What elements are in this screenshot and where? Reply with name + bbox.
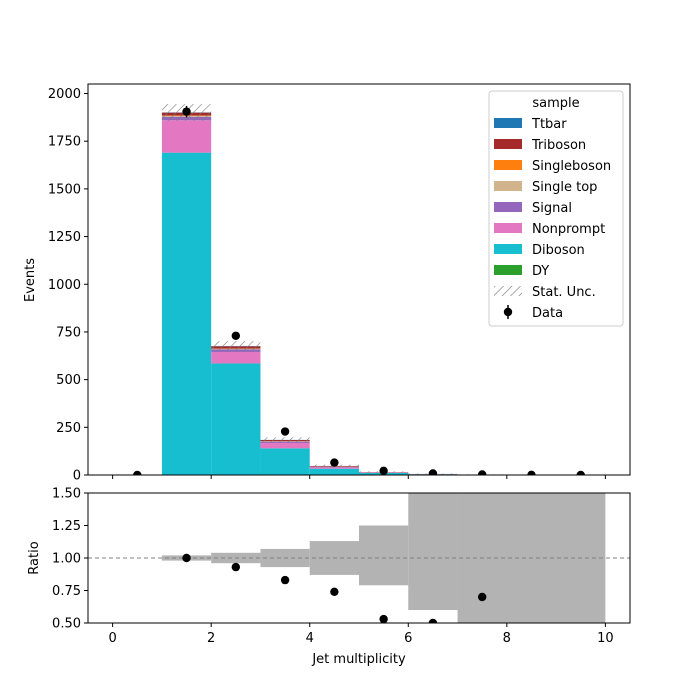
data-point-4 (330, 458, 339, 467)
legend-swatch (494, 160, 522, 170)
legend-label: Stat. Unc. (532, 285, 596, 300)
legend-label: Single top (532, 180, 597, 195)
ratio-ytick-label: 0.75 (52, 584, 81, 599)
legend-item-triboson: Triboson (494, 138, 586, 153)
ratio-xtick-label: 2 (207, 631, 215, 646)
legend: sample Ttbar Triboson Singleboson Single to… (488, 90, 624, 327)
data-point-0 (133, 470, 142, 475)
legend-item-data: Data (503, 305, 563, 321)
bar-diboson-bin-0 (161, 152, 212, 475)
x-axis-label: Jet multiplicity (311, 652, 406, 667)
ratio-point-2 (280, 575, 290, 585)
main-panel: 0 250 500 750 1000 1250 1500 1750 2000 Events (23, 83, 631, 484)
legend-label: DY (532, 264, 549, 279)
bar-diboson-bin-2 (260, 448, 310, 475)
main-ytick-label: 500 (56, 373, 81, 388)
legend-swatch (494, 139, 522, 149)
main-ytick-label: 1250 (48, 230, 81, 245)
legend-swatch (494, 223, 522, 233)
ratio-xtick-label: 8 (503, 631, 511, 646)
ratio-point-5 (428, 618, 438, 623)
legend-swatch (494, 181, 522, 191)
legend-label: Ttbar (531, 117, 567, 132)
legend-item-diboson: Diboson (494, 243, 585, 258)
legend-title: sample (532, 96, 579, 111)
ratio-ytick-label: 1.00 (52, 552, 81, 567)
legend-item-ttbar: Ttbar (494, 117, 567, 132)
main-y-axis-label: Events (23, 258, 38, 302)
legend-label: Nonprompt (532, 222, 605, 237)
main-ytick-label: 250 (56, 421, 81, 436)
bar-diboson-bin-3 (309, 468, 359, 475)
ratio-point-3 (330, 587, 339, 596)
main-axes-frame (87, 83, 631, 476)
data-point-7 (477, 470, 487, 475)
bar-nonprompt-bin-1 (211, 351, 261, 364)
legend-item-stat-unc-: Stat. Unc. (494, 285, 596, 300)
legend-frame (488, 90, 624, 327)
stat-unc-band-bin-1 (211, 341, 261, 352)
ratio-unc-band-5 (408, 493, 458, 610)
bar-nonprompt-bin-0 (161, 120, 212, 153)
legend-marker (503, 307, 513, 317)
data-point-6 (428, 469, 438, 475)
legend-label: Diboson (532, 243, 585, 258)
legend-swatch (494, 202, 522, 212)
legend-item-dy: DY (494, 264, 549, 279)
ratio-point-0 (182, 553, 191, 563)
bar-diboson-bin-1 (211, 363, 261, 475)
ratio-y-axis-label: Ratio (27, 541, 42, 574)
data-point-1 (182, 107, 191, 116)
ratio-xtick-label: 10 (597, 631, 614, 646)
main-ytick-label: 0 (73, 469, 81, 484)
legend-label: Singleboson (532, 159, 611, 174)
data-point-9 (576, 470, 585, 475)
ratio-ytick-label: 0.50 (52, 617, 81, 632)
legend-swatch (494, 286, 522, 296)
legend-swatch (494, 118, 522, 128)
data-point-2 (231, 331, 241, 340)
legend-label: Signal (532, 201, 572, 216)
bar-nonprompt-bin-3 (309, 467, 359, 469)
ratio-point-1 (231, 562, 241, 572)
legend-item-nonprompt: Nonprompt (494, 222, 605, 237)
legend-item-single-top: Single top (494, 180, 597, 195)
main-ytick-label: 1750 (48, 135, 81, 150)
legend-label: Triboson (531, 138, 586, 153)
data-point-3 (280, 427, 290, 436)
main-ytick-label: 2000 (48, 87, 81, 102)
ratio-point-6 (477, 592, 487, 602)
ratio-unc-band-4 (359, 525, 409, 586)
main-ytick-label: 1000 (48, 278, 81, 293)
legend-item-singleboson: Singleboson (494, 159, 611, 174)
ratio-xtick-label: 6 (404, 631, 412, 646)
ratio-panel: 0.50 0.75 1.00 1.25 1.50 0 2 4 6 8 10 Ratio Jet m… (27, 487, 631, 667)
legend-label: Data (532, 306, 563, 321)
legend-swatch (494, 265, 522, 275)
main-ytick-label: 1500 (48, 182, 81, 197)
data-point-5 (379, 466, 388, 475)
ratio-xtick-label: 0 (108, 631, 116, 646)
legend-swatch (494, 244, 522, 254)
main-ytick-label: 750 (56, 325, 81, 340)
ratio-xtick-label: 4 (306, 631, 314, 646)
legend-item-signal: Signal (494, 201, 572, 216)
ratio-ytick-label: 1.25 (52, 519, 81, 534)
ratio-point-4 (379, 614, 388, 623)
data-point-8 (527, 470, 536, 475)
ratio-ytick-label: 1.50 (52, 487, 81, 502)
bar-nonprompt-bin-2 (260, 442, 310, 449)
stat-unc-band-bin-2 (260, 437, 310, 443)
